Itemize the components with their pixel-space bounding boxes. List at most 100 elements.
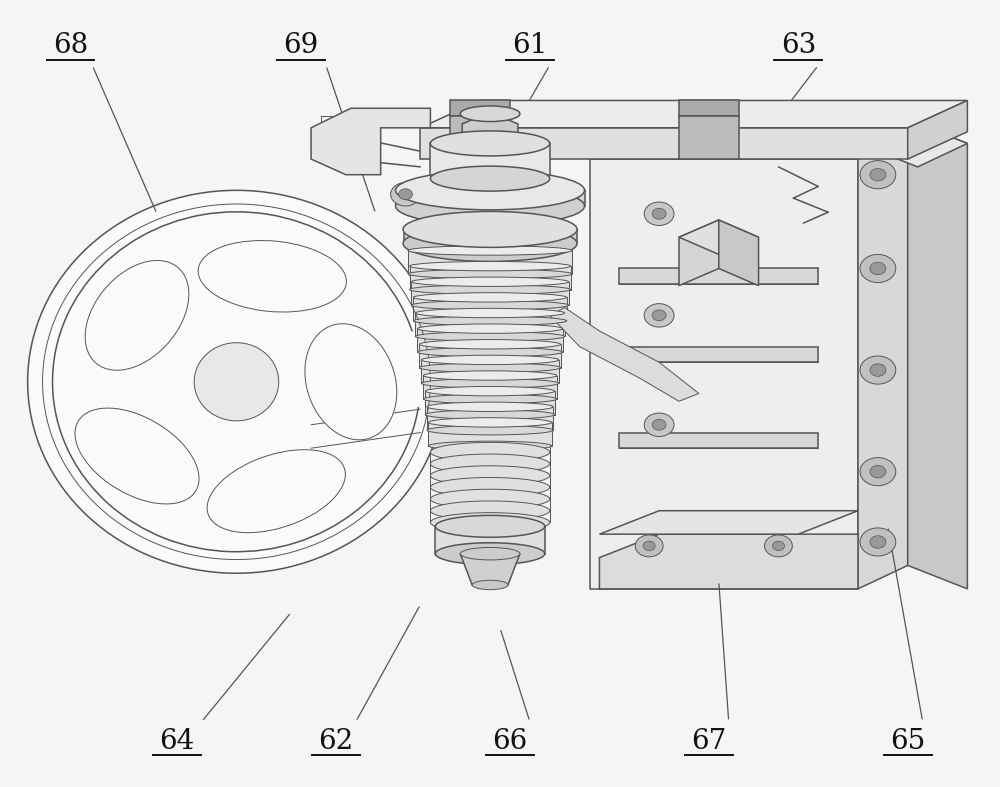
Polygon shape xyxy=(462,113,518,153)
Ellipse shape xyxy=(411,277,569,286)
Polygon shape xyxy=(427,407,553,430)
Circle shape xyxy=(644,413,674,437)
Ellipse shape xyxy=(305,323,397,440)
Ellipse shape xyxy=(425,386,555,396)
Ellipse shape xyxy=(85,260,189,370)
Ellipse shape xyxy=(430,466,550,486)
Polygon shape xyxy=(435,527,545,554)
Ellipse shape xyxy=(410,261,571,271)
Text: 63: 63 xyxy=(781,32,816,59)
Ellipse shape xyxy=(430,512,550,532)
Text: 69: 69 xyxy=(283,32,319,59)
Polygon shape xyxy=(428,423,552,446)
Polygon shape xyxy=(590,135,908,159)
Circle shape xyxy=(765,535,792,557)
Text: 62: 62 xyxy=(318,728,354,755)
Polygon shape xyxy=(450,116,510,159)
Ellipse shape xyxy=(430,442,550,462)
Ellipse shape xyxy=(460,106,520,121)
Ellipse shape xyxy=(413,316,567,326)
Ellipse shape xyxy=(419,339,561,349)
Ellipse shape xyxy=(396,171,585,210)
Polygon shape xyxy=(421,360,559,383)
Ellipse shape xyxy=(472,580,508,589)
Ellipse shape xyxy=(410,285,571,294)
Polygon shape xyxy=(420,127,908,159)
Polygon shape xyxy=(679,101,739,116)
Polygon shape xyxy=(419,344,561,368)
Circle shape xyxy=(870,262,886,275)
Polygon shape xyxy=(404,229,577,243)
Circle shape xyxy=(870,465,886,478)
Circle shape xyxy=(860,528,896,556)
Circle shape xyxy=(870,364,886,376)
Ellipse shape xyxy=(423,371,557,380)
Ellipse shape xyxy=(403,212,577,247)
Ellipse shape xyxy=(435,543,545,564)
Ellipse shape xyxy=(425,410,555,419)
Text: 67: 67 xyxy=(691,728,727,755)
Ellipse shape xyxy=(75,408,199,504)
Ellipse shape xyxy=(403,226,577,261)
Text: 66: 66 xyxy=(492,728,528,755)
Polygon shape xyxy=(619,346,818,362)
Text: 65: 65 xyxy=(890,728,925,755)
Ellipse shape xyxy=(413,293,567,302)
Polygon shape xyxy=(311,109,430,175)
Polygon shape xyxy=(396,190,585,206)
Polygon shape xyxy=(550,308,699,401)
Circle shape xyxy=(399,189,412,200)
Ellipse shape xyxy=(28,190,445,573)
Circle shape xyxy=(635,535,663,557)
Ellipse shape xyxy=(207,449,345,533)
Polygon shape xyxy=(619,268,818,284)
Ellipse shape xyxy=(417,324,563,334)
Text: 68: 68 xyxy=(53,32,88,59)
Ellipse shape xyxy=(428,442,552,450)
Ellipse shape xyxy=(430,131,550,156)
Ellipse shape xyxy=(435,515,545,538)
Circle shape xyxy=(643,541,655,551)
Circle shape xyxy=(860,254,896,283)
Polygon shape xyxy=(590,159,858,589)
Circle shape xyxy=(860,161,896,189)
Ellipse shape xyxy=(411,301,569,310)
Ellipse shape xyxy=(430,454,550,474)
Polygon shape xyxy=(679,220,759,254)
Circle shape xyxy=(870,536,886,549)
Text: 61: 61 xyxy=(512,32,548,59)
Ellipse shape xyxy=(408,269,572,279)
Polygon shape xyxy=(619,433,818,449)
Polygon shape xyxy=(679,116,739,159)
Ellipse shape xyxy=(430,478,550,497)
Circle shape xyxy=(644,202,674,226)
Ellipse shape xyxy=(417,347,563,357)
Ellipse shape xyxy=(415,309,565,318)
Polygon shape xyxy=(413,297,567,321)
Polygon shape xyxy=(908,101,967,159)
Polygon shape xyxy=(425,391,555,415)
Ellipse shape xyxy=(430,490,550,508)
Ellipse shape xyxy=(427,426,553,435)
Ellipse shape xyxy=(198,241,346,312)
Text: 64: 64 xyxy=(159,728,194,755)
Ellipse shape xyxy=(430,501,550,520)
Circle shape xyxy=(644,304,674,327)
Circle shape xyxy=(772,541,784,551)
Circle shape xyxy=(860,457,896,486)
Circle shape xyxy=(391,183,420,206)
Circle shape xyxy=(652,310,666,321)
Polygon shape xyxy=(420,101,967,127)
Ellipse shape xyxy=(396,187,585,226)
Ellipse shape xyxy=(423,394,557,404)
Polygon shape xyxy=(435,243,545,433)
Polygon shape xyxy=(417,329,563,352)
Polygon shape xyxy=(719,220,759,286)
Polygon shape xyxy=(599,511,858,534)
Polygon shape xyxy=(599,534,858,589)
Ellipse shape xyxy=(415,332,565,341)
Polygon shape xyxy=(858,120,908,589)
Ellipse shape xyxy=(421,379,559,388)
Polygon shape xyxy=(430,143,550,179)
Polygon shape xyxy=(679,220,719,286)
